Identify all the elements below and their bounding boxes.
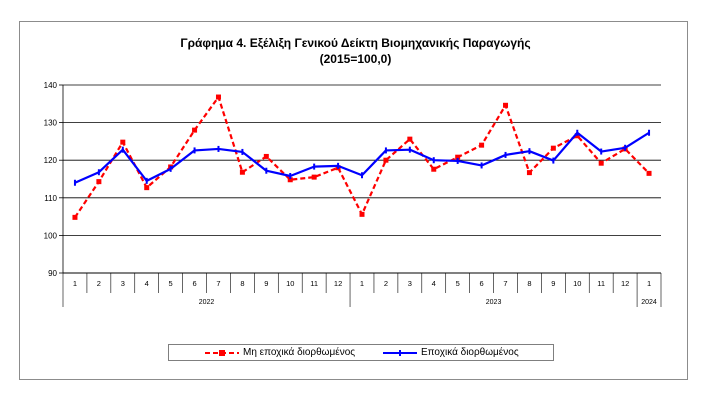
x-tick-label: 12 xyxy=(621,279,629,288)
year-label-2022: 2022 xyxy=(199,299,215,306)
y-tick-label-100: 100 xyxy=(44,231,58,240)
x-tick-label: 5 xyxy=(456,279,460,288)
x-tick-label: 1 xyxy=(647,279,651,288)
y-tick-label-120: 120 xyxy=(44,156,58,165)
x-tick-label: 10 xyxy=(286,279,294,288)
data-point-series-1 xyxy=(526,170,532,176)
data-point-series-1 xyxy=(239,169,245,175)
x-tick-label: 4 xyxy=(432,279,436,288)
legend-swatch-blue-solid xyxy=(383,349,417,356)
data-point-series-1 xyxy=(359,211,365,217)
legend-label-series-1: Μη εποχικά διορθωμένος xyxy=(243,347,356,358)
data-point-series-1 xyxy=(598,160,604,166)
x-tick-label: 1 xyxy=(360,279,364,288)
x-tick-label: 12 xyxy=(334,279,342,288)
data-point-series-1 xyxy=(215,94,221,100)
chart-subtitle: (2015=100,0) xyxy=(319,52,392,66)
x-tick-label: 2 xyxy=(97,279,101,288)
x-tick-label: 4 xyxy=(145,279,149,288)
year-label-2023: 2023 xyxy=(486,299,502,306)
data-point-series-1 xyxy=(455,154,461,160)
data-point-series-1 xyxy=(646,170,652,176)
x-tick-label: 1 xyxy=(73,279,77,288)
data-point-series-1 xyxy=(479,142,485,148)
data-point-series-1 xyxy=(120,139,126,145)
x-tick-label: 6 xyxy=(480,279,484,288)
legend-item-series-1: Μη εποχικά διορθωμένος xyxy=(205,345,355,360)
data-point-series-1 xyxy=(431,166,437,172)
data-point-series-1 xyxy=(550,145,556,151)
x-tick-label: 3 xyxy=(408,279,412,288)
x-tick-label: 10 xyxy=(573,279,581,288)
x-tick-label: 9 xyxy=(551,279,555,288)
x-tick-label: 9 xyxy=(264,279,268,288)
x-tick-label: 2 xyxy=(384,279,388,288)
data-point-series-1 xyxy=(574,133,580,139)
legend-label-series-2: Εποχικά διορθωμένος xyxy=(421,347,519,358)
data-point-series-1 xyxy=(287,177,293,183)
x-tick-label: 7 xyxy=(503,279,507,288)
series-line-1 xyxy=(74,95,650,218)
x-tick-label: 6 xyxy=(192,279,196,288)
chart-frame xyxy=(19,21,688,380)
y-tick-label-130: 130 xyxy=(44,119,58,128)
x-tick-label: 8 xyxy=(527,279,531,288)
x-tick-label: 8 xyxy=(240,279,244,288)
legend-swatch-red-dashed xyxy=(205,349,239,356)
data-point-series-1 xyxy=(192,127,198,133)
y-tick-label-140: 140 xyxy=(44,81,58,90)
chart-legend: Μη εποχικά διορθωμένος Εποχικά διορθωμέν… xyxy=(168,344,554,361)
year-label-2024: 2024 xyxy=(641,299,657,306)
data-point-series-1 xyxy=(96,179,102,185)
data-point-series-1 xyxy=(407,136,413,142)
x-tick-label: 5 xyxy=(169,279,173,288)
legend-item-series-2: Εποχικά διορθωμένος xyxy=(383,345,519,360)
chart-title: Γράφημα 4. Εξέλιξη Γενικού Δείκτη Βιομηχ… xyxy=(180,36,531,50)
data-point-series-1 xyxy=(144,185,150,191)
data-point-series-1 xyxy=(503,102,509,108)
x-tick-label: 3 xyxy=(121,279,125,288)
data-point-series-1 xyxy=(72,214,78,220)
data-point-series-1 xyxy=(311,174,317,180)
x-tick-label: 7 xyxy=(216,279,220,288)
y-tick-label-110: 110 xyxy=(44,194,57,203)
data-point-series-1 xyxy=(383,157,389,163)
x-tick-label: 11 xyxy=(597,279,605,288)
y-tick-label-90: 90 xyxy=(48,269,57,278)
x-tick-label: 11 xyxy=(310,279,318,288)
data-point-series-1 xyxy=(263,153,269,159)
